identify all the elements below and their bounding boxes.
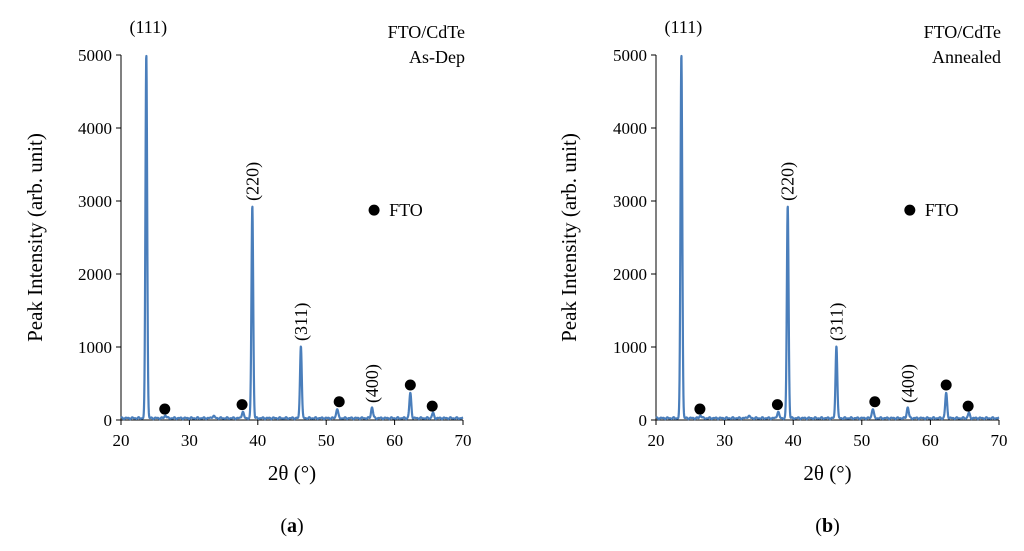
peak-label: (400): [362, 364, 383, 403]
x-tick-label: 20: [648, 431, 665, 450]
x-axis-title: 2θ (°): [268, 461, 316, 485]
fto-peak-marker: [771, 399, 783, 411]
fto-peak-marker: [159, 403, 171, 415]
fto-peak-marker: [962, 400, 974, 412]
sample-title-line: FTO/CdTe: [388, 22, 465, 42]
xrd-pattern-line: [655, 54, 1000, 421]
y-tick-label: 4000: [78, 119, 112, 138]
y-tick-label: 2000: [613, 265, 647, 284]
fto-peak-marker: [236, 399, 248, 411]
x-tick-label: 70: [991, 431, 1008, 450]
y-tick-label: 5000: [613, 46, 647, 65]
peak-label: (111): [665, 17, 703, 38]
y-tick-label: 0: [104, 411, 113, 430]
sample-title-line: Annealed: [932, 47, 1001, 67]
peak-label: (111): [129, 17, 167, 38]
fto-peak-marker: [694, 403, 706, 415]
fto-peak-marker: [404, 379, 416, 391]
x-axis-title: 2θ (°): [803, 461, 851, 485]
y-tick-label: 3000: [613, 192, 647, 211]
sample-title-line: As-Dep: [409, 47, 465, 67]
fto-peak-marker: [869, 396, 881, 408]
chart-panel-a: 0 1000 2000 3000 4000 5000 20 30 40 50 60 70 2θ (°) P…: [23, 17, 472, 537]
x-tick-label: 40: [249, 431, 266, 450]
panel-label: (a): [280, 515, 303, 537]
y-tick-label: 5000: [78, 46, 112, 65]
sample-title-line: FTO/CdTe: [924, 22, 1001, 42]
y-tick-label: 1000: [613, 338, 647, 357]
peak-label: (220): [242, 162, 263, 201]
legend-fto-label: FTO: [925, 200, 959, 220]
chart-panel-b: 0 1000 2000 3000 4000 5000 20 30 40 50 60 70 2θ (°) P…: [557, 17, 1008, 537]
x-tick-label: 50: [853, 431, 870, 450]
xrd-pattern-line: [120, 54, 464, 421]
fto-peak-marker: [426, 400, 438, 412]
x-tick-label: 30: [716, 431, 733, 450]
x-tick-label: 40: [785, 431, 802, 450]
y-tick-label: 4000: [613, 119, 647, 138]
legend-fto-marker: [904, 204, 916, 216]
y-axis-title: Peak Intensity (arb. unit): [23, 133, 47, 342]
legend-fto-marker: [368, 204, 380, 216]
x-tick-label: 20: [113, 431, 130, 450]
peak-label: (311): [826, 303, 847, 341]
x-tick-label: 70: [455, 431, 472, 450]
peak-label: (220): [778, 162, 799, 201]
x-tick-label: 30: [181, 431, 198, 450]
y-axis-title: Peak Intensity (arb. unit): [557, 133, 581, 342]
x-tick-label: 60: [922, 431, 939, 450]
x-tick-label: 60: [386, 431, 403, 450]
y-tick-label: 1000: [78, 338, 112, 357]
y-tick-label: 0: [639, 411, 648, 430]
panel-label: (b): [815, 515, 839, 537]
peak-label: (311): [291, 303, 312, 341]
fto-peak-marker: [333, 396, 345, 408]
peak-label: (400): [898, 364, 919, 403]
x-tick-label: 50: [318, 431, 335, 450]
legend-fto-label: FTO: [389, 200, 423, 220]
y-tick-label: 2000: [78, 265, 112, 284]
y-tick-label: 3000: [78, 192, 112, 211]
fto-peak-marker: [940, 379, 952, 391]
